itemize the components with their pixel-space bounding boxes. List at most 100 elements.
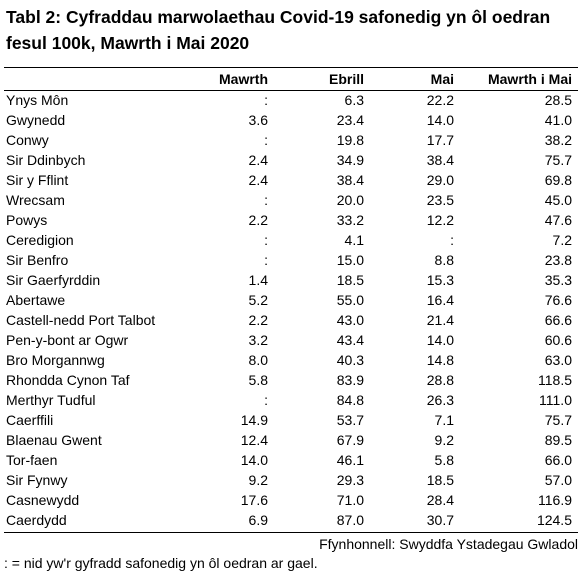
table-row: Pen-y-bont ar Ogwr 3.2 43.4 14.0 60.6 bbox=[4, 330, 578, 350]
table-cell: 17.6 bbox=[240, 492, 268, 508]
table-cell: 33.2 bbox=[336, 212, 364, 228]
table-cell: 66.6 bbox=[544, 312, 572, 328]
row-label: Pen-y-bont ar Ogwr bbox=[6, 332, 129, 348]
table-row: Rhondda Cynon Taf 5.8 83.9 28.8 118.5 bbox=[4, 370, 578, 390]
row-label: Sir y Fflint bbox=[6, 172, 69, 188]
table-cell: : bbox=[264, 92, 268, 108]
table-cell: 14.8 bbox=[426, 352, 454, 368]
table-cell: 26.3 bbox=[426, 392, 454, 408]
table-cell: : bbox=[450, 232, 454, 248]
table-row: Sir Fynwy 9.2 29.3 18.5 57.0 bbox=[4, 470, 578, 490]
table-cell: 38.2 bbox=[544, 132, 572, 148]
table-cell: 66.0 bbox=[544, 452, 572, 468]
table-cell: 5.8 bbox=[248, 372, 268, 388]
table-body: Ynys Môn: 6.3 22.2 28.5 Gwynedd 3.6 23.4 14.0 41… bbox=[4, 90, 578, 530]
table-cell: 9.2 bbox=[248, 472, 268, 488]
table-cell: 46.1 bbox=[336, 452, 364, 468]
bottom-rule bbox=[4, 532, 578, 533]
table-cell: 23.8 bbox=[544, 252, 572, 268]
table-cell: 17.7 bbox=[426, 132, 454, 148]
table-row: Castell-nedd Port Talbot 2.2 43.0 21.4 66.6 bbox=[4, 310, 578, 330]
table-cell: 53.7 bbox=[336, 412, 364, 428]
column-header-ebrill: Ebrill bbox=[328, 71, 364, 87]
table-cell: 6.3 bbox=[344, 92, 364, 108]
row-label: Sir Fynwy bbox=[6, 472, 68, 488]
table-cell: 9.2 bbox=[434, 432, 454, 448]
table-cell: 84.8 bbox=[336, 392, 364, 408]
table-cell: 89.5 bbox=[544, 432, 572, 448]
table-cell: 2.4 bbox=[248, 172, 268, 188]
row-label: Gwynedd bbox=[6, 112, 66, 128]
table-row: Ynys Môn: 6.3 22.2 28.5 bbox=[4, 90, 578, 110]
row-label: Casnewydd bbox=[6, 492, 80, 508]
table-cell: 87.0 bbox=[336, 512, 364, 528]
table-cell: 15.0 bbox=[336, 252, 364, 268]
table-row: Sir y Fflint 2.4 38.4 29.0 69.8 bbox=[4, 170, 578, 190]
table-row: Wrecsam: 20.0 23.5 45.0 bbox=[4, 190, 578, 210]
table-row: Ceredigion: 4.1: 7.2 bbox=[4, 230, 578, 250]
table-cell: 75.7 bbox=[544, 412, 572, 428]
table-cell: 28.8 bbox=[426, 372, 454, 388]
header-rule bbox=[4, 90, 578, 91]
table-cell: 40.3 bbox=[336, 352, 364, 368]
table-row: Sir Gaerfyrddin 1.4 18.5 15.3 35.3 bbox=[4, 270, 578, 290]
row-label: Castell-nedd Port Talbot bbox=[6, 312, 156, 328]
table-row: Blaenau Gwent 12.4 67.9 9.2 89.5 bbox=[4, 430, 578, 450]
table-cell: 118.5 bbox=[538, 372, 572, 388]
table-cell: 23.5 bbox=[426, 192, 454, 208]
table-cell: 19.8 bbox=[336, 132, 364, 148]
table-cell: 124.5 bbox=[536, 512, 572, 528]
header-row: Mawrth Ebrill Mai Mawrth i Mai bbox=[4, 69, 578, 90]
table-cell: 16.4 bbox=[426, 292, 454, 308]
table-cell: 15.3 bbox=[426, 272, 454, 288]
table-cell: 83.9 bbox=[336, 372, 364, 388]
table-cell: 3.6 bbox=[248, 112, 268, 128]
row-label: Conwy bbox=[6, 132, 49, 148]
table-cell: 8.8 bbox=[434, 252, 454, 268]
table-cell: 38.4 bbox=[336, 172, 364, 188]
row-label: Sir Gaerfyrddin bbox=[6, 272, 101, 288]
table-cell: 43.4 bbox=[336, 332, 364, 348]
top-rule bbox=[4, 67, 578, 68]
table-cell: 29.0 bbox=[426, 172, 454, 188]
row-label: Blaenau Gwent bbox=[6, 432, 102, 448]
table-cell: 76.6 bbox=[544, 292, 572, 308]
table-cell: 5.8 bbox=[434, 452, 454, 468]
table-cell: 38.4 bbox=[426, 152, 454, 168]
table-cell: 67.9 bbox=[336, 432, 364, 448]
source-note: Ffynhonnell: Swyddfa Ystadegau Gwladol bbox=[319, 536, 578, 552]
table-cell: 5.2 bbox=[248, 292, 268, 308]
table-cell: 28.4 bbox=[426, 492, 454, 508]
table-cell: 8.0 bbox=[248, 352, 268, 368]
table-row: Gwynedd 3.6 23.4 14.0 41.0 bbox=[4, 110, 578, 130]
table-cell: 2.2 bbox=[248, 312, 268, 328]
table-row: Sir Ddinbych 2.4 34.9 38.4 75.7 bbox=[4, 150, 578, 170]
table-cell: 63.0 bbox=[544, 352, 572, 368]
column-header-mai: Mai bbox=[430, 71, 454, 87]
table-row: Sir Benfro: 15.0 8.8 23.8 bbox=[4, 250, 578, 270]
row-label: Rhondda Cynon Taf bbox=[6, 372, 130, 388]
table-cell: 41.0 bbox=[544, 112, 572, 128]
table-cell: 116.9 bbox=[538, 492, 572, 508]
row-label: Wrecsam bbox=[6, 192, 65, 208]
table-cell: 75.7 bbox=[544, 152, 572, 168]
column-header bbox=[4, 69, 188, 90]
row-label: Caerffili bbox=[6, 412, 54, 428]
table-cell: 1.4 bbox=[248, 272, 268, 288]
row-label: Caerdydd bbox=[6, 512, 67, 528]
table-row: Conwy: 19.8 17.7 38.2 bbox=[4, 130, 578, 150]
table-row: Caerdydd 6.9 87.0 30.7 124.5 bbox=[4, 510, 578, 530]
table-cell: 57.0 bbox=[544, 472, 572, 488]
table-cell: 47.6 bbox=[544, 212, 572, 228]
table-cell: : bbox=[264, 252, 268, 268]
table-row: Merthyr Tudful: 84.8 26.3 111.0 bbox=[4, 390, 578, 410]
table-cell: 22.2 bbox=[426, 92, 454, 108]
table-cell: 29.3 bbox=[336, 472, 364, 488]
table-cell: 69.8 bbox=[544, 172, 572, 188]
table-cell: 30.7 bbox=[426, 512, 454, 528]
table-cell: 34.9 bbox=[336, 152, 364, 168]
row-label: Tor-faen bbox=[6, 452, 58, 468]
table-cell: : bbox=[264, 132, 268, 148]
table-cell: 28.5 bbox=[544, 92, 572, 108]
